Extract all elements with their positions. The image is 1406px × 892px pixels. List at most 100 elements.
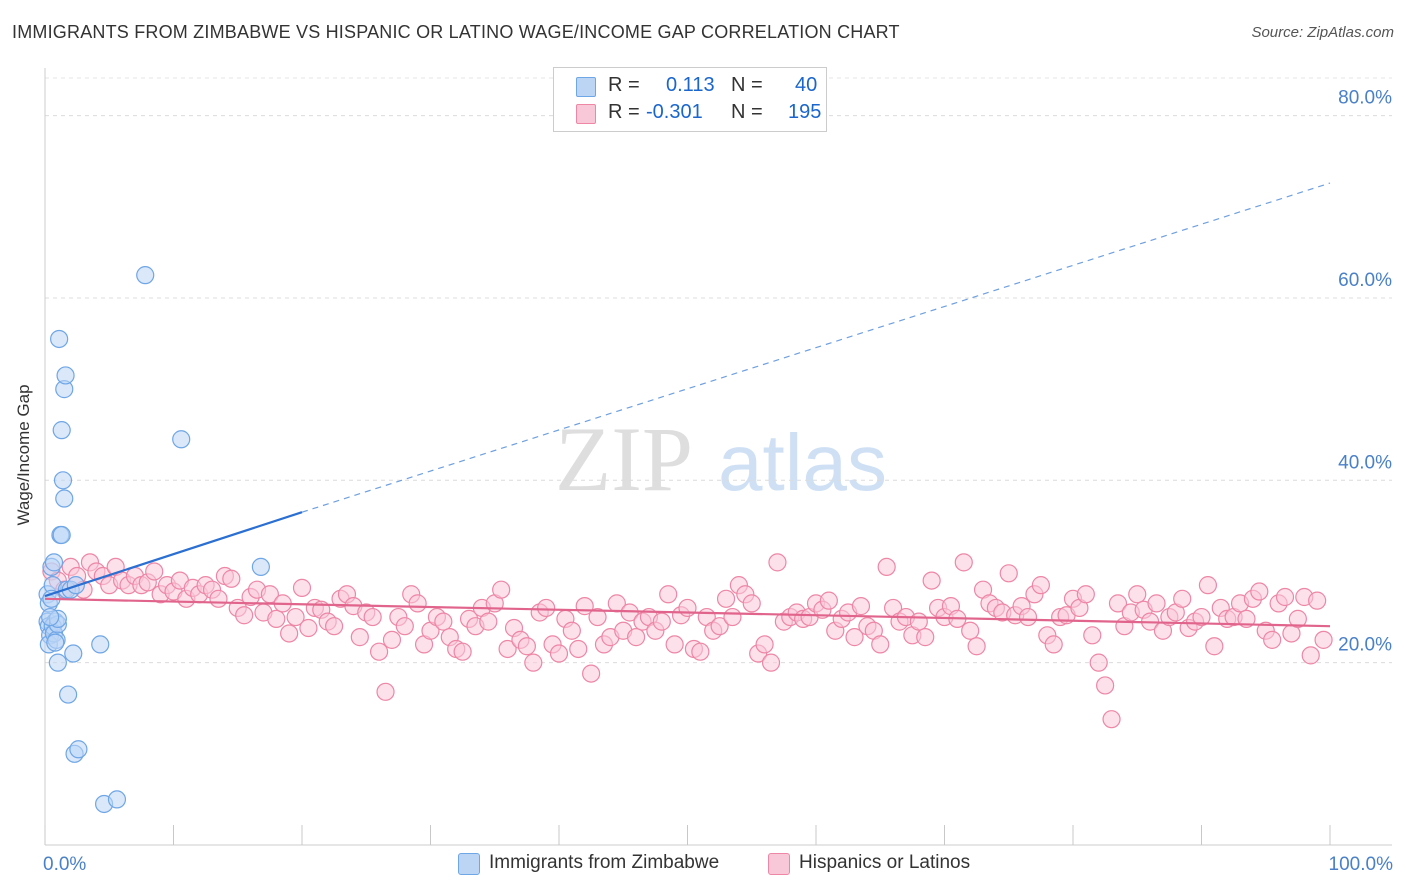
zimbabwe-point	[56, 366, 75, 385]
hispanic-point	[755, 635, 774, 654]
legend-r-value-zimbabwe: 0.113	[666, 74, 715, 96]
zimbabwe-trend-extension	[301, 182, 1331, 513]
hispanic-point	[498, 639, 517, 659]
bottom-legend-label-hispanic: Hispanics or Latinos	[799, 852, 971, 873]
zimbabwe-point	[69, 740, 88, 759]
hispanic-point	[652, 612, 671, 631]
hispanic-trend-line	[44, 597, 1331, 628]
hispanic-point	[1147, 594, 1166, 613]
y-tick-label: 80.0%	[1338, 88, 1392, 109]
hispanic-point	[492, 580, 511, 599]
hispanic-point	[549, 644, 569, 663]
hispanic-point	[395, 617, 414, 636]
hispanic-point	[434, 612, 453, 631]
hispanic-point	[562, 621, 581, 640]
zimbabwe-point	[41, 607, 60, 627]
hispanic-point	[350, 628, 369, 647]
legend-swatch-zimbabwe	[576, 77, 596, 97]
hispanic-point	[537, 598, 556, 618]
zimbabwe-point	[64, 644, 83, 663]
hispanic-point	[325, 617, 344, 636]
zimbabwe-point	[46, 633, 65, 652]
hispanic-point	[363, 607, 382, 627]
hispanic-point	[659, 585, 678, 604]
hispanic-point	[851, 597, 871, 616]
hispanic-point	[1128, 585, 1147, 604]
hispanic-point	[909, 612, 928, 631]
hispanic-point	[209, 589, 228, 608]
bottom-legend-swatch-hispanic	[768, 853, 790, 875]
hispanic-point	[222, 569, 241, 588]
x-tick-label-min: 0.0%	[43, 854, 86, 875]
hispanic-point	[819, 591, 838, 610]
stats-legend: R = 0.113 N = 40 R = -0.301 N = 195	[553, 67, 827, 132]
hispanic-point	[1108, 594, 1128, 613]
legend-swatch-hispanic	[576, 104, 596, 124]
hispanic-point	[524, 653, 543, 672]
chart-source: Source: ZipAtlas.com	[1251, 24, 1394, 41]
hispanic-point	[1198, 576, 1218, 595]
hispanic-point	[1173, 589, 1192, 608]
watermark-zip: ZIP	[555, 408, 693, 510]
zimbabwe-trend-line	[44, 511, 303, 598]
zimbabwe-point	[44, 553, 64, 572]
zimbabwe-point	[52, 525, 71, 545]
zimbabwe-point	[50, 329, 69, 349]
hispanic-point	[845, 628, 864, 647]
hispanic-point	[1288, 609, 1307, 628]
hispanic-point	[1192, 607, 1211, 627]
hispanic-point	[299, 618, 318, 638]
hispanic-point	[626, 628, 646, 647]
y-axis-label: Wage/Income Gap	[14, 384, 33, 526]
bottom-legend-label-zimbabwe: Immigrants from Zimbabwe	[489, 852, 720, 873]
hispanic-point	[922, 571, 941, 590]
bottom-legend-swatch-zimbabwe	[458, 853, 480, 875]
hispanic-point	[665, 635, 684, 654]
hispanic-point	[235, 606, 254, 625]
zimbabwe-point	[136, 266, 155, 285]
legend-r-value-hispanic: -0.301	[646, 101, 703, 123]
hispanic-point	[691, 642, 710, 661]
hispanic-point	[267, 609, 286, 628]
hispanic-point	[1205, 637, 1224, 656]
hispanic-point	[517, 637, 536, 656]
hispanic-point	[1076, 585, 1095, 604]
zimbabwe-point	[91, 635, 110, 654]
hispanic-point	[382, 630, 402, 649]
hispanic-point	[582, 664, 601, 683]
hispanic-point	[1089, 653, 1108, 672]
hispanic-point	[292, 578, 312, 597]
hispanic-point	[768, 553, 787, 572]
hispanic-point	[408, 594, 427, 613]
hispanic-point	[453, 642, 472, 661]
hispanic-point	[871, 635, 890, 654]
hispanic-point	[916, 628, 935, 647]
hispanic-point	[1275, 587, 1295, 607]
hispanic-point	[1250, 582, 1269, 601]
hispanic-point	[1301, 646, 1320, 665]
hispanic-point	[569, 639, 588, 659]
hispanic-point	[1018, 607, 1038, 627]
zimbabwe-point	[172, 430, 191, 449]
y-tick-label: 60.0%	[1338, 270, 1392, 291]
zimbabwe-point	[251, 557, 270, 577]
hispanic-point	[999, 564, 1018, 583]
legend-r-label: R =	[608, 74, 640, 96]
hispanic-point	[479, 612, 498, 631]
zimbabwe-point	[107, 790, 127, 809]
hispanic-point	[761, 653, 781, 672]
zimbabwe-point	[52, 421, 71, 440]
legend-r-label: R =	[608, 101, 640, 123]
chart-title: IMMIGRANTS FROM ZIMBABWE VS HISPANIC OR …	[12, 22, 900, 42]
hispanic-point	[588, 607, 607, 627]
hispanic-point	[1314, 630, 1333, 649]
hispanic-point	[370, 642, 389, 661]
hispanic-point	[723, 607, 742, 627]
hispanic-point	[280, 624, 299, 643]
hispanic-point	[376, 682, 395, 701]
hispanic-point	[1096, 676, 1115, 695]
watermark-atlas: atlas	[718, 418, 887, 507]
hispanic-point	[1263, 630, 1282, 649]
hispanic-point	[1237, 609, 1256, 628]
